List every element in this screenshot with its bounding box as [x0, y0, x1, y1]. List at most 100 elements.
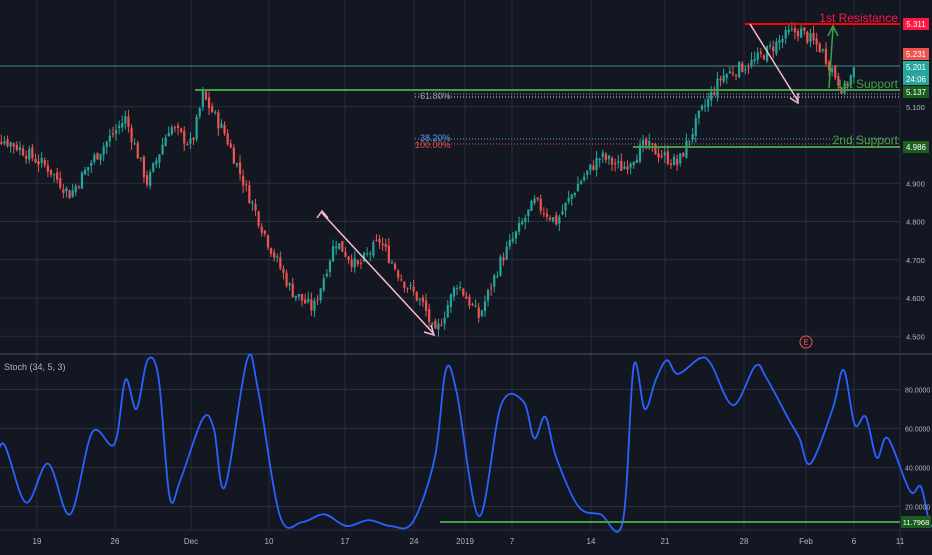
candle	[765, 45, 769, 63]
candle	[372, 239, 375, 259]
candle	[381, 237, 384, 251]
candle	[28, 145, 31, 164]
candle	[49, 169, 53, 178]
candle	[130, 124, 133, 150]
candle	[691, 127, 694, 144]
candle	[335, 240, 338, 255]
candle	[428, 303, 431, 328]
candle	[629, 162, 632, 175]
candle	[223, 121, 226, 136]
trend-arrow-1[interactable]	[321, 212, 434, 334]
badge-resistance: 5.311	[903, 18, 929, 30]
candle	[211, 102, 214, 113]
candle	[62, 183, 65, 199]
candle	[46, 160, 49, 178]
candle	[220, 119, 223, 129]
time-axis[interactable]: 19 26 Dec 10 17 24 2019 7 14 21 28 Feb 6 11	[33, 537, 905, 546]
candle	[152, 162, 155, 173]
candle	[362, 251, 366, 263]
candle	[434, 318, 437, 329]
candle	[68, 189, 71, 199]
candle	[514, 230, 518, 245]
time-tick-label: 19	[33, 537, 42, 546]
candle	[803, 27, 806, 36]
candle	[614, 158, 617, 172]
stoch-tick-label: 20.0000	[905, 505, 930, 512]
fib-retracement[interactable]: 61.80% 38.20% 100.00%	[415, 91, 900, 150]
candle	[598, 157, 601, 168]
candle	[682, 152, 685, 157]
candle	[676, 154, 679, 172]
candle	[812, 25, 815, 45]
candle	[294, 295, 297, 302]
candle	[660, 149, 663, 159]
candle	[322, 274, 325, 293]
candle	[809, 28, 812, 48]
candle	[52, 173, 56, 183]
candle	[0, 134, 3, 146]
candle	[437, 318, 440, 337]
candle	[694, 114, 697, 143]
target-arrow[interactable]	[828, 27, 834, 89]
candle	[821, 48, 824, 53]
candle	[443, 311, 446, 330]
stoch-tick-label: 40.0000	[905, 466, 930, 473]
candle	[806, 30, 809, 45]
candle	[831, 66, 834, 77]
trend-arrow-1-head-left	[316, 209, 329, 219]
candle	[34, 153, 37, 164]
candle	[300, 293, 304, 307]
candle	[406, 287, 409, 293]
stoch-axis[interactable]: 20.0000 40.0000 60.0000 80.0000	[905, 388, 930, 512]
candle	[793, 22, 797, 40]
candle	[356, 259, 359, 267]
candle	[474, 299, 477, 308]
earnings-event-marker[interactable]	[799, 335, 813, 349]
candle	[744, 65, 747, 75]
candle	[787, 24, 790, 36]
candle	[753, 51, 756, 65]
trend-arrow-2-head	[789, 93, 799, 105]
candle	[725, 72, 728, 85]
candle	[353, 251, 356, 273]
candle	[316, 295, 319, 306]
candle	[31, 143, 34, 162]
candle	[778, 34, 781, 51]
price-tick-label: 4.500	[906, 332, 925, 341]
candle	[610, 155, 614, 172]
support-label-1: 1st Support	[837, 77, 899, 91]
candle	[59, 171, 62, 190]
candle	[741, 60, 744, 73]
trend-arrow-2[interactable]	[749, 23, 799, 102]
candle	[530, 199, 533, 212]
candle	[176, 122, 180, 136]
candle	[564, 202, 567, 218]
price-tick-label: 4.700	[906, 256, 925, 265]
stoch-title[interactable]: Stoch (34, 5, 3)	[4, 362, 66, 372]
candle	[136, 140, 139, 159]
price-axis[interactable]: 4.500 4.600 4.700 4.800 4.900 5.100	[906, 103, 925, 342]
candle	[248, 180, 251, 204]
candle	[570, 193, 573, 206]
candle	[291, 277, 294, 298]
time-tick-label: 7	[510, 537, 515, 546]
candle	[412, 279, 415, 296]
candle	[409, 282, 412, 290]
candle	[455, 284, 459, 296]
candle	[37, 154, 40, 172]
candle	[9, 141, 12, 153]
candle	[573, 191, 576, 198]
candle	[40, 152, 43, 168]
time-tick-label: 17	[341, 537, 350, 546]
candle	[552, 216, 555, 223]
candle	[378, 234, 381, 249]
candle	[189, 132, 192, 150]
candle	[313, 297, 316, 317]
candle	[462, 287, 465, 297]
candle	[341, 240, 344, 253]
candle	[325, 268, 328, 279]
candle	[759, 47, 762, 58]
candle	[579, 179, 583, 185]
candle	[242, 169, 245, 194]
